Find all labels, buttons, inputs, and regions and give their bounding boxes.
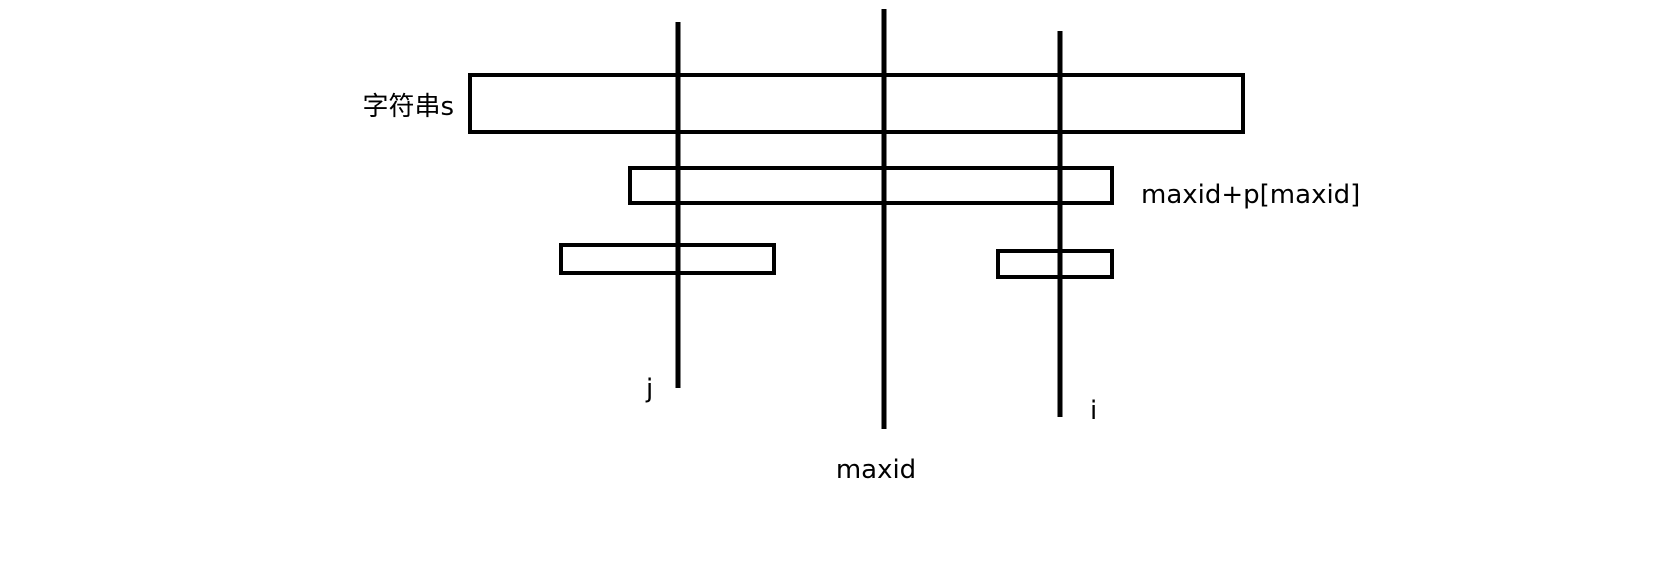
string-s-label: 字符串s [362, 92, 454, 122]
string-s-rect [468, 73, 1245, 134]
j-palindrome-rect [559, 243, 776, 275]
j-label: j [645, 374, 653, 404]
maxid-label: maxid [836, 455, 916, 485]
right-boundary-label: maxid+p[maxid] [1141, 180, 1360, 210]
i-label: i [1090, 396, 1097, 426]
maxid-palindrome-rect [628, 166, 1114, 205]
i-palindrome-rect [996, 249, 1114, 279]
